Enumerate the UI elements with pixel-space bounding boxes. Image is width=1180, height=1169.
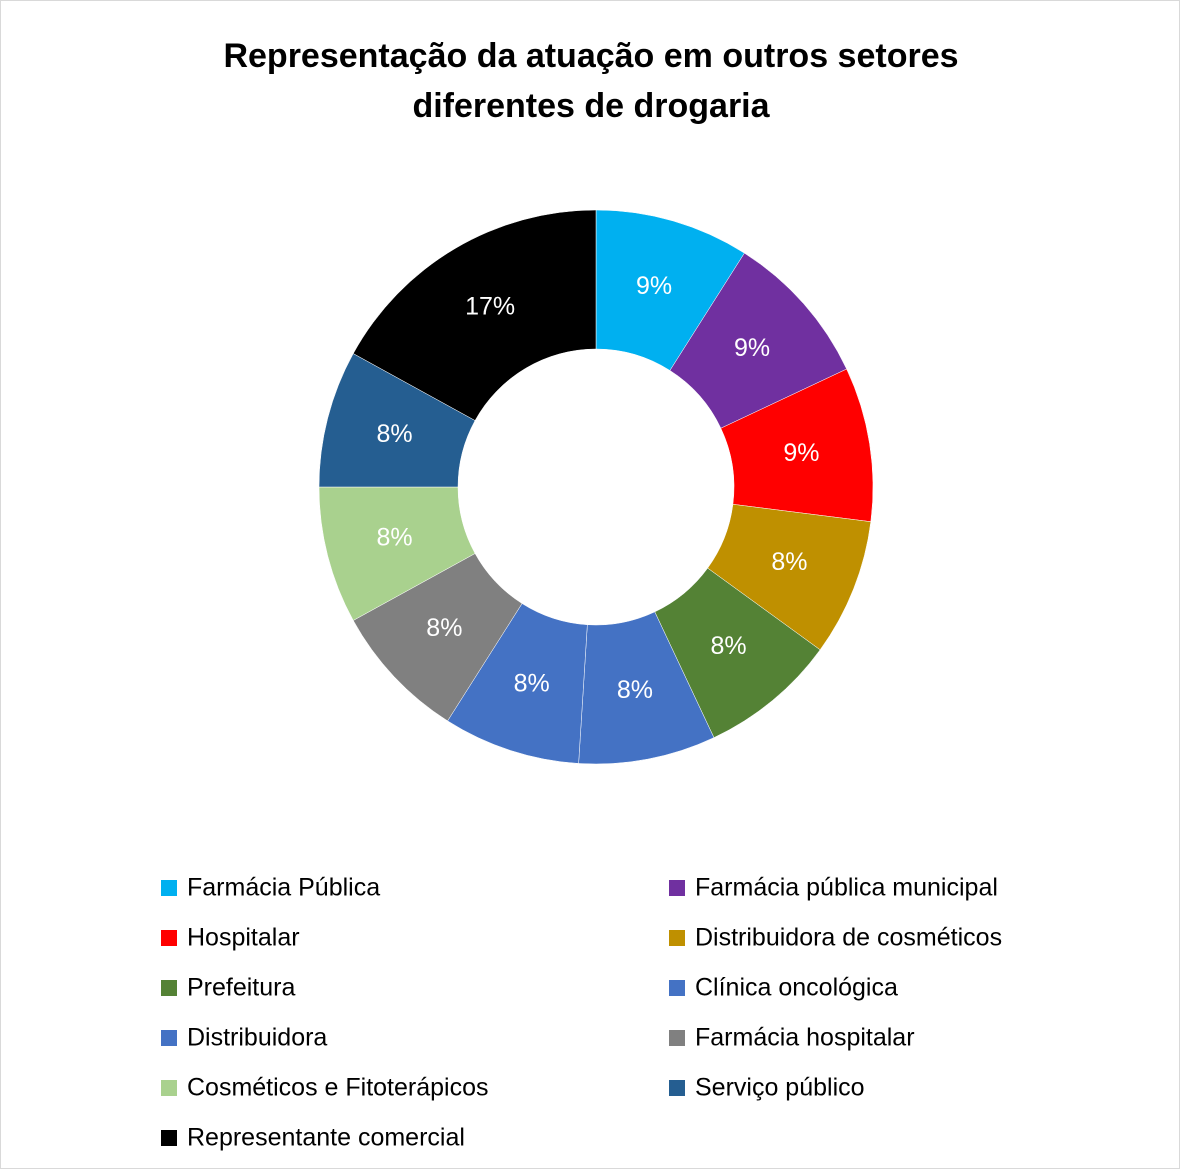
legend-label: Distribuidora de cosméticos [695, 924, 1002, 952]
data-label: 8% [711, 632, 747, 660]
data-label: 8% [771, 548, 807, 576]
legend-label: Prefeitura [187, 974, 295, 1002]
legend-swatch [669, 980, 685, 996]
legend-swatch [669, 930, 685, 946]
legend-swatch [669, 1030, 685, 1046]
data-label: 8% [514, 669, 550, 697]
data-label: 17% [465, 293, 515, 321]
legend-swatch [669, 1080, 685, 1096]
data-label: 8% [617, 676, 653, 704]
legend-label: Farmácia pública municipal [695, 874, 998, 902]
legend-label: Clínica oncológica [695, 974, 898, 1002]
legend-label: Serviço público [695, 1074, 865, 1102]
data-label: 9% [783, 439, 819, 467]
chart-title: Representação da atuação em outros setor… [223, 37, 959, 125]
legend-label: Farmácia Pública [187, 874, 380, 902]
legend-swatch [669, 880, 685, 896]
legend-swatch [161, 930, 177, 946]
legend-swatch [161, 1080, 177, 1096]
legend-swatch [161, 1130, 177, 1146]
data-label: 9% [636, 272, 672, 300]
legend-swatch [161, 1030, 177, 1046]
legend-label: Hospitalar [187, 924, 300, 952]
legend-swatch [161, 980, 177, 996]
data-label: 8% [426, 614, 462, 642]
legend-label: Cosméticos e Fitoterápicos [187, 1074, 489, 1102]
data-label: 9% [734, 334, 770, 362]
data-label: 8% [376, 420, 412, 448]
legend-label: Representante comercial [187, 1124, 465, 1152]
legend-swatch [161, 880, 177, 896]
legend-label: Distribuidora [187, 1024, 327, 1052]
data-label: 8% [376, 523, 412, 551]
legend-label: Farmácia hospitalar [695, 1024, 915, 1052]
donut-slice [352, 209, 597, 421]
